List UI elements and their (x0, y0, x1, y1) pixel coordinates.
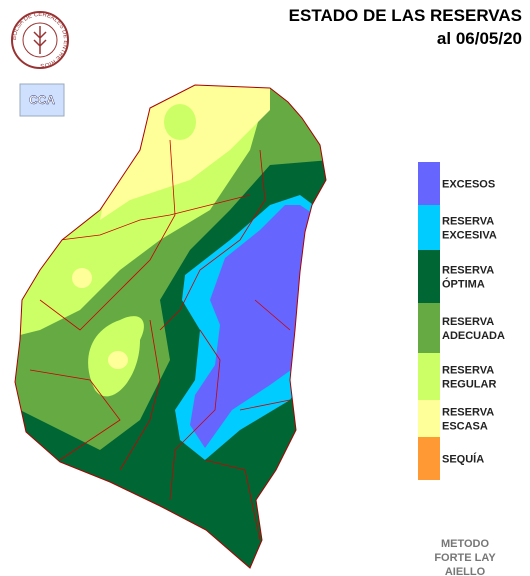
legend-label: EXCESIVA (442, 230, 497, 242)
legend-swatch (418, 437, 440, 480)
legend-label: RESERVA (442, 365, 494, 377)
logo: BOLSA DE CEREALES DE ENTRE RIOS CCA (11, 11, 69, 117)
map (15, 85, 326, 568)
legend-swatch (418, 162, 440, 205)
legend-swatch (418, 250, 440, 303)
legend: EXCESOSRESERVAEXCESIVARESERVAÓPTIMARESER… (418, 162, 505, 480)
date: al 06/05/20 (437, 29, 522, 48)
method-text: AIELLO (445, 566, 486, 576)
legend-label: ÓPTIMA (442, 278, 485, 291)
province-outline (14, 84, 327, 569)
legend-label: RESERVA (442, 265, 494, 277)
method-text: FORTE LAY (434, 552, 496, 564)
legend-label: SEQUÍA (442, 453, 484, 466)
legend-label: RESERVA (442, 407, 494, 419)
legend-label: RESERVA (442, 216, 494, 228)
legend-swatch (418, 353, 440, 400)
legend-label: EXCESOS (442, 179, 495, 191)
legend-swatch (418, 205, 440, 250)
legend-swatch (418, 400, 440, 437)
legend-swatch (418, 303, 440, 353)
method-text: METODO (441, 538, 490, 550)
footer: METODO FORTE LAY AIELLO (434, 538, 496, 576)
cca-text: CCA (29, 93, 55, 107)
legend-label: REGULAR (442, 379, 496, 391)
legend-label: ESCASA (442, 421, 488, 433)
title: ESTADO DE LAS RESERVAS (289, 6, 522, 25)
cca-badge (19, 83, 65, 117)
legend-label: ADECUADA (442, 330, 505, 342)
legend-label: RESERVA (442, 316, 494, 328)
